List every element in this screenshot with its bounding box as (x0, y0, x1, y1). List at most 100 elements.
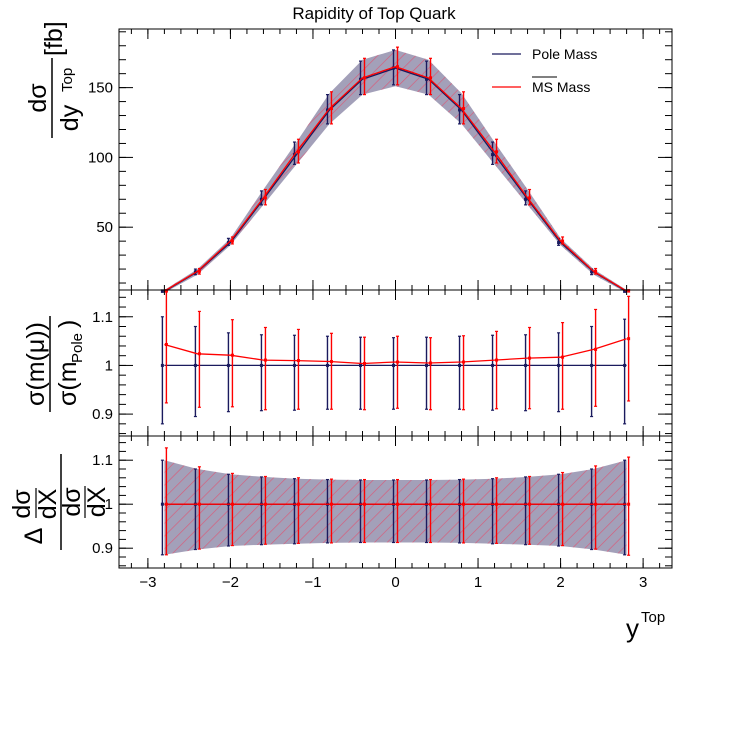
data-point-msbar (230, 502, 234, 506)
data-point-msbar (164, 343, 168, 347)
data-point-msbar (627, 337, 631, 341)
y-tick-label: 150 (88, 80, 113, 97)
y-tick-label: 1 (105, 496, 113, 513)
data-point-pole (590, 363, 594, 367)
data-point-pole (590, 270, 594, 274)
data-point-pole (160, 363, 164, 367)
data-point-msbar (164, 502, 168, 506)
series-line-msbar (164, 338, 627, 365)
y-tick-label: 1.1 (92, 452, 113, 469)
data-point-msbar (528, 356, 532, 360)
data-point-msbar (230, 353, 234, 357)
data-point-msbar (329, 360, 333, 364)
x-tick-label: −3 (139, 574, 156, 591)
data-point-msbar (627, 502, 631, 506)
data-point-msbar (429, 76, 433, 80)
panel-distribution: 50 100 150 (88, 28, 673, 293)
data-point-msbar (396, 65, 399, 69)
data-point-msbar (594, 347, 598, 351)
data-point-msbar (429, 502, 433, 506)
p3-ylabel-den: dσ (58, 487, 86, 517)
series-line-pole (164, 67, 627, 292)
panel-mass-ratio: 0.9 1 1.1 (92, 289, 673, 437)
data-point-pole (292, 363, 296, 367)
y-tick-label: 1.1 (92, 309, 113, 326)
x-tick-label: −1 (304, 574, 321, 591)
data-point-msbar (296, 359, 300, 363)
x-tick-label: 2 (556, 574, 564, 591)
data-point-msbar (594, 502, 598, 506)
data-point-pole (160, 502, 164, 506)
chart-title: Rapidity of Top Quark (292, 4, 456, 23)
p1-ylabel-den: dy (56, 104, 84, 131)
data-point-pole (491, 363, 495, 367)
data-point-msbar (296, 502, 300, 506)
data-point-pole (524, 363, 528, 367)
data-point-msbar (495, 502, 499, 506)
y-tick-label: 1 (105, 357, 113, 374)
data-point-pole (325, 108, 329, 112)
data-point-msbar (396, 502, 399, 506)
data-point-msbar (362, 361, 366, 365)
panel2-ylabel: σ(m(μ)) σ(m Pole ) (22, 316, 86, 412)
data-point-pole (491, 153, 495, 157)
data-point-msbar (197, 269, 201, 273)
data-point-msbar (263, 358, 267, 362)
data-point-msbar (462, 502, 466, 506)
legend-label-pole: Pole Mass (532, 46, 597, 62)
p3-ylabel-den-den: dX (83, 486, 111, 517)
data-point-msbar (462, 360, 466, 364)
data-point-pole (425, 77, 429, 81)
x-tick-label: 0 (391, 574, 399, 591)
x-tick-label: −2 (222, 574, 239, 591)
data-point-pole (557, 241, 561, 245)
y-tick-label: 50 (96, 219, 113, 236)
x-axis-label-base: y (626, 613, 639, 643)
data-point-pole (160, 289, 164, 293)
p1-ylabel-unit: [fb] (40, 21, 68, 56)
legend-msbar-symbol: MS (532, 79, 553, 95)
data-point-msbar (362, 76, 366, 80)
p3-ylabel-delta: Δ (20, 528, 48, 545)
data-point-pole (623, 289, 627, 293)
data-point-msbar (594, 269, 598, 273)
p2-ylabel-num: σ(m(μ)) (22, 322, 50, 406)
data-point-pole (226, 363, 230, 367)
data-point-pole (392, 66, 395, 70)
p2-ylabel-den: σ(m (54, 361, 82, 406)
frame-mass-ratio (118, 289, 673, 437)
x-tick-label: 3 (639, 574, 647, 591)
data-point-msbar (627, 289, 631, 293)
data-point-pole (458, 363, 462, 367)
data-point-msbar (561, 355, 565, 359)
data-point-pole (358, 363, 362, 367)
data-point-pole (259, 363, 263, 367)
panel3-ylabel: Δ dσ dX dσ dX (8, 454, 111, 550)
data-point-msbar (197, 352, 201, 356)
y-tick-label: 0.9 (92, 540, 113, 557)
legend: Pole Mass MS Mass (492, 46, 597, 95)
panel-relative-uncertainty: 0.9 1 1.1 (92, 435, 673, 569)
p3-ylabel-num-den: dX (34, 488, 62, 519)
p1-ylabel-num: dσ (24, 83, 52, 113)
p3-ylabel-num: dσ (8, 489, 36, 519)
data-point-msbar (495, 358, 499, 362)
x-axis-label-sup: Top (641, 609, 665, 626)
data-point-msbar (329, 107, 333, 111)
data-point-pole (524, 197, 528, 201)
band-hatch-relative-uncertainty (164, 460, 627, 555)
p2-ylabel-den-close: ) (54, 320, 82, 328)
y-tick-label: 100 (88, 149, 113, 166)
data-point-msbar (263, 502, 267, 506)
data-point-msbar (263, 196, 267, 200)
data-point-msbar (495, 150, 499, 154)
data-point-msbar (561, 502, 565, 506)
data-point-msbar (429, 361, 433, 365)
data-point-msbar (528, 196, 532, 200)
legend-label-msbar: MS Mass (532, 79, 590, 95)
data-point-pole (425, 363, 429, 367)
data-point-msbar (462, 107, 466, 111)
x-tick-label: 1 (474, 574, 482, 591)
series-line-msbar (164, 66, 627, 292)
